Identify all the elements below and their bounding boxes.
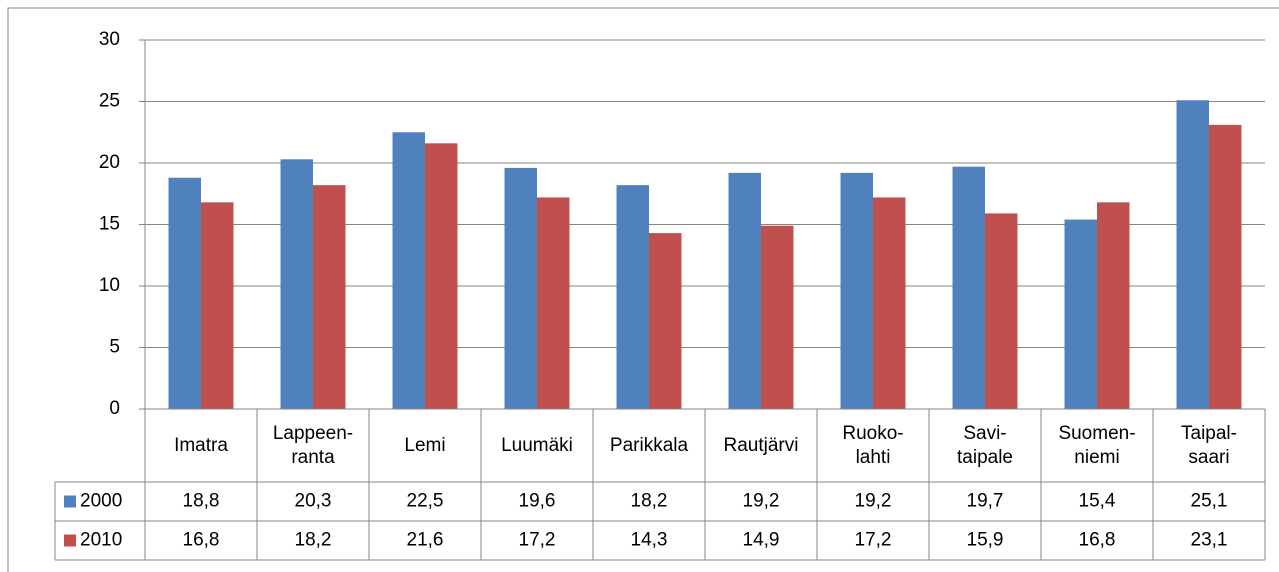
y-tick-label: 5 bbox=[109, 337, 120, 358]
bar bbox=[616, 185, 649, 409]
legend-key bbox=[64, 534, 76, 547]
data-label: 18,2 bbox=[295, 530, 332, 551]
y-tick-label: 10 bbox=[99, 275, 120, 296]
data-label: 19,7 bbox=[967, 491, 1004, 512]
y-tick-label: 20 bbox=[99, 152, 120, 173]
data-label: 16,8 bbox=[183, 530, 220, 551]
data-label: 14,3 bbox=[631, 530, 668, 551]
data-label: 15,4 bbox=[1079, 491, 1116, 512]
bar bbox=[761, 225, 794, 409]
bar bbox=[280, 159, 313, 409]
data-label: 19,2 bbox=[855, 491, 892, 512]
bar bbox=[728, 172, 761, 409]
bar bbox=[952, 166, 985, 409]
bar bbox=[649, 233, 682, 409]
bar bbox=[840, 172, 873, 409]
data-label: 23,1 bbox=[1191, 530, 1228, 551]
category-label: Lemi bbox=[404, 434, 446, 456]
data-label: 21,6 bbox=[407, 530, 444, 551]
bar bbox=[392, 132, 425, 409]
data-label: 19,6 bbox=[519, 491, 556, 512]
bar bbox=[313, 185, 346, 409]
bar bbox=[1209, 124, 1242, 410]
bar bbox=[168, 177, 201, 409]
legend-label: 2000 bbox=[80, 491, 122, 512]
category-label: Taipal- saari bbox=[1181, 422, 1237, 468]
bar bbox=[1176, 100, 1209, 410]
bar bbox=[537, 197, 570, 409]
category-label: Savi- taipale bbox=[957, 422, 1013, 468]
y-tick-label: 15 bbox=[99, 214, 120, 235]
y-tick-label: 30 bbox=[99, 29, 120, 50]
data-label: 25,1 bbox=[1191, 491, 1228, 512]
data-label: 18,8 bbox=[183, 491, 220, 512]
data-label: 16,8 bbox=[1079, 530, 1116, 551]
data-label: 14,9 bbox=[743, 530, 780, 551]
bar bbox=[873, 197, 906, 409]
bar bbox=[1097, 202, 1130, 409]
y-tick-label: 0 bbox=[109, 398, 120, 419]
bar bbox=[504, 167, 537, 409]
data-label: 22,5 bbox=[407, 491, 444, 512]
bar bbox=[425, 143, 458, 409]
category-label: Parikkala bbox=[609, 434, 689, 456]
data-label: 18,2 bbox=[631, 491, 668, 512]
chart-frame bbox=[7, 7, 1279, 572]
bar bbox=[201, 202, 234, 409]
data-label: 19,2 bbox=[743, 491, 780, 512]
category-label: Suomen- niemi bbox=[1058, 422, 1136, 468]
data-label: 17,2 bbox=[855, 530, 892, 551]
legend-key bbox=[64, 495, 76, 508]
y-tick-label: 25 bbox=[99, 91, 120, 112]
data-label: 15,9 bbox=[967, 530, 1004, 551]
data-label: 17,2 bbox=[519, 530, 556, 551]
category-label: Ruoko- lahti bbox=[842, 422, 904, 468]
bar bbox=[1064, 219, 1097, 409]
category-label: Lappeen- ranta bbox=[272, 422, 354, 468]
legend-label: 2010 bbox=[80, 530, 122, 551]
category-label: Rautjärvi bbox=[723, 434, 799, 456]
category-label: Imatra bbox=[174, 434, 228, 456]
category-label: Luumäki bbox=[501, 434, 573, 456]
bar bbox=[985, 213, 1018, 409]
data-label: 20,3 bbox=[295, 491, 332, 512]
